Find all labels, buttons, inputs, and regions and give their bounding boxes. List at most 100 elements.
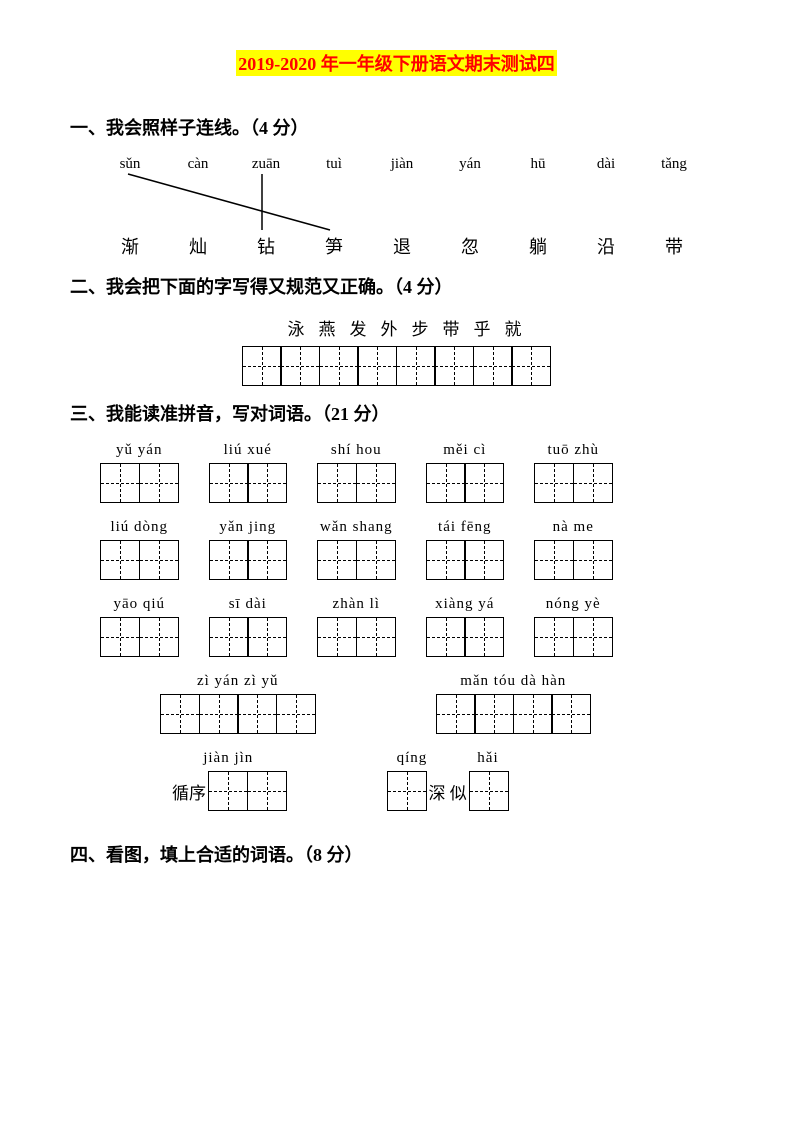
word-pinyin: nóng yè bbox=[546, 596, 601, 613]
tian-box[interactable] bbox=[464, 617, 504, 657]
tian-box[interactable] bbox=[317, 463, 357, 503]
word-group: jiàn jìn 循序 bbox=[170, 750, 287, 811]
word-pinyin: xiàng yá bbox=[435, 596, 494, 613]
tian-box[interactable] bbox=[356, 463, 396, 503]
tian-box[interactable] bbox=[573, 617, 613, 657]
word-pinyin: liú xué bbox=[224, 442, 272, 459]
word-pinyin: liú dòng bbox=[110, 519, 168, 536]
section2-heading: 二、我会把下面的字写得又规范又正确。（4 分） bbox=[70, 273, 723, 299]
tian-box[interactable] bbox=[356, 540, 396, 580]
word-group: nà me bbox=[534, 519, 613, 580]
word-pinyin: qíng bbox=[397, 750, 428, 767]
tian-box[interactable] bbox=[436, 694, 476, 734]
tian-box[interactable] bbox=[426, 617, 466, 657]
word-group: qínghǎi深 似 bbox=[387, 750, 509, 811]
hanzi-item: 带 bbox=[654, 233, 694, 259]
tian-box[interactable] bbox=[247, 463, 287, 503]
tian-box[interactable] bbox=[534, 463, 574, 503]
tian-box[interactable] bbox=[317, 617, 357, 657]
tian-box[interactable] bbox=[247, 540, 287, 580]
tian-box[interactable] bbox=[209, 540, 249, 580]
tian-box[interactable] bbox=[534, 540, 574, 580]
pinyin-item: zuān bbox=[246, 156, 286, 173]
word-group: nóng yè bbox=[534, 596, 613, 657]
word-pinyin: yǔ yán bbox=[116, 442, 162, 459]
tian-box[interactable] bbox=[247, 771, 287, 811]
word-pinyin: wǎn shang bbox=[320, 519, 393, 536]
tian-box[interactable] bbox=[319, 346, 359, 386]
tian-box[interactable] bbox=[464, 540, 504, 580]
hanzi-item: 沿 bbox=[586, 233, 626, 259]
tian-box[interactable] bbox=[139, 540, 179, 580]
word-group: zhàn lì bbox=[317, 596, 396, 657]
tian-box[interactable] bbox=[513, 694, 553, 734]
tian-box[interactable] bbox=[209, 463, 249, 503]
word-pinyin: jiàn jìn bbox=[203, 750, 253, 767]
tian-box[interactable] bbox=[209, 617, 249, 657]
word-group: shí hou bbox=[317, 442, 396, 503]
tian-box[interactable] bbox=[100, 617, 140, 657]
word-group: tái fēng bbox=[426, 519, 505, 580]
word-group-row: liú dòng yǎn jing wǎn shang tái fēng nà me bbox=[70, 519, 723, 580]
tian-box[interactable] bbox=[247, 617, 287, 657]
pinyin-item: tǎng bbox=[654, 156, 694, 173]
tian-box[interactable] bbox=[469, 771, 509, 811]
word-group: yǎn jing bbox=[209, 519, 288, 580]
pinyin-item: yán bbox=[450, 156, 490, 173]
tian-box[interactable] bbox=[100, 463, 140, 503]
tian-box[interactable] bbox=[387, 771, 427, 811]
tian-box[interactable] bbox=[511, 346, 551, 386]
word-pinyin: shí hou bbox=[331, 442, 382, 459]
tian-box[interactable] bbox=[551, 694, 591, 734]
word-group: liú xué bbox=[209, 442, 288, 503]
tian-box[interactable] bbox=[276, 694, 316, 734]
hanzi-item: 忽 bbox=[450, 233, 490, 259]
hanzi-item: 渐 bbox=[110, 233, 150, 259]
pinyin-item: càn bbox=[178, 156, 218, 173]
tian-box[interactable] bbox=[534, 617, 574, 657]
word-group: wǎn shang bbox=[317, 519, 396, 580]
tian-box[interactable] bbox=[573, 540, 613, 580]
word-group: tuō zhù bbox=[534, 442, 613, 503]
inline-prefix: 循序 bbox=[172, 779, 206, 804]
tian-box[interactable] bbox=[356, 617, 396, 657]
section1-pinyin-row: sǔn càn zuān tuì jiàn yán hū dài tǎng bbox=[70, 156, 723, 173]
tian-box[interactable] bbox=[199, 694, 239, 734]
tian-box[interactable] bbox=[473, 346, 513, 386]
word-group: yǔ yán bbox=[100, 442, 179, 503]
tian-box[interactable] bbox=[139, 617, 179, 657]
section4-heading: 四、看图，填上合适的词语。（8 分） bbox=[70, 841, 723, 867]
tian-box[interactable] bbox=[280, 346, 320, 386]
tian-box[interactable] bbox=[160, 694, 200, 734]
tian-box[interactable] bbox=[396, 346, 436, 386]
pinyin-item: tuì bbox=[314, 156, 354, 173]
tian-box[interactable] bbox=[357, 346, 397, 386]
tian-box[interactable] bbox=[208, 771, 248, 811]
tian-box[interactable] bbox=[573, 463, 613, 503]
section2-chars: 泳燕发外步带乎就 bbox=[70, 315, 723, 340]
tian-box[interactable] bbox=[474, 694, 514, 734]
pinyin-item: hū bbox=[518, 156, 558, 173]
tian-box[interactable] bbox=[434, 346, 474, 386]
section3-heading: 三、我能读准拼音，写对词语。（21 分） bbox=[70, 400, 723, 426]
word-pinyin: sī dài bbox=[229, 596, 267, 613]
word-pinyin: tái fēng bbox=[438, 519, 491, 536]
word-group-row: yǔ yán liú xué shí hou měi cì tuō zhù bbox=[70, 442, 723, 503]
word-group: mǎn tóu dà hàn bbox=[436, 673, 592, 734]
page-title: 2019-2020 年一年级下册语文期末测试四 bbox=[236, 50, 557, 76]
tian-box[interactable] bbox=[242, 346, 282, 386]
tian-box[interactable] bbox=[139, 463, 179, 503]
tian-box[interactable] bbox=[426, 540, 466, 580]
word-pinyin: mǎn tóu dà hàn bbox=[460, 673, 566, 690]
tian-box[interactable] bbox=[317, 540, 357, 580]
tian-box[interactable] bbox=[426, 463, 466, 503]
hanzi-item: 退 bbox=[382, 233, 422, 259]
tian-box[interactable] bbox=[100, 540, 140, 580]
section1-hanzi-row: 渐 灿 钻 笋 退 忽 躺 沿 带 bbox=[70, 233, 723, 259]
word-pinyin: zì yán zì yǔ bbox=[197, 673, 279, 690]
word-pinyin: tuō zhù bbox=[547, 442, 599, 459]
word-pinyin: hǎi bbox=[477, 750, 498, 767]
tian-box[interactable] bbox=[237, 694, 277, 734]
tian-box[interactable] bbox=[464, 463, 504, 503]
word-group: měi cì bbox=[426, 442, 505, 503]
